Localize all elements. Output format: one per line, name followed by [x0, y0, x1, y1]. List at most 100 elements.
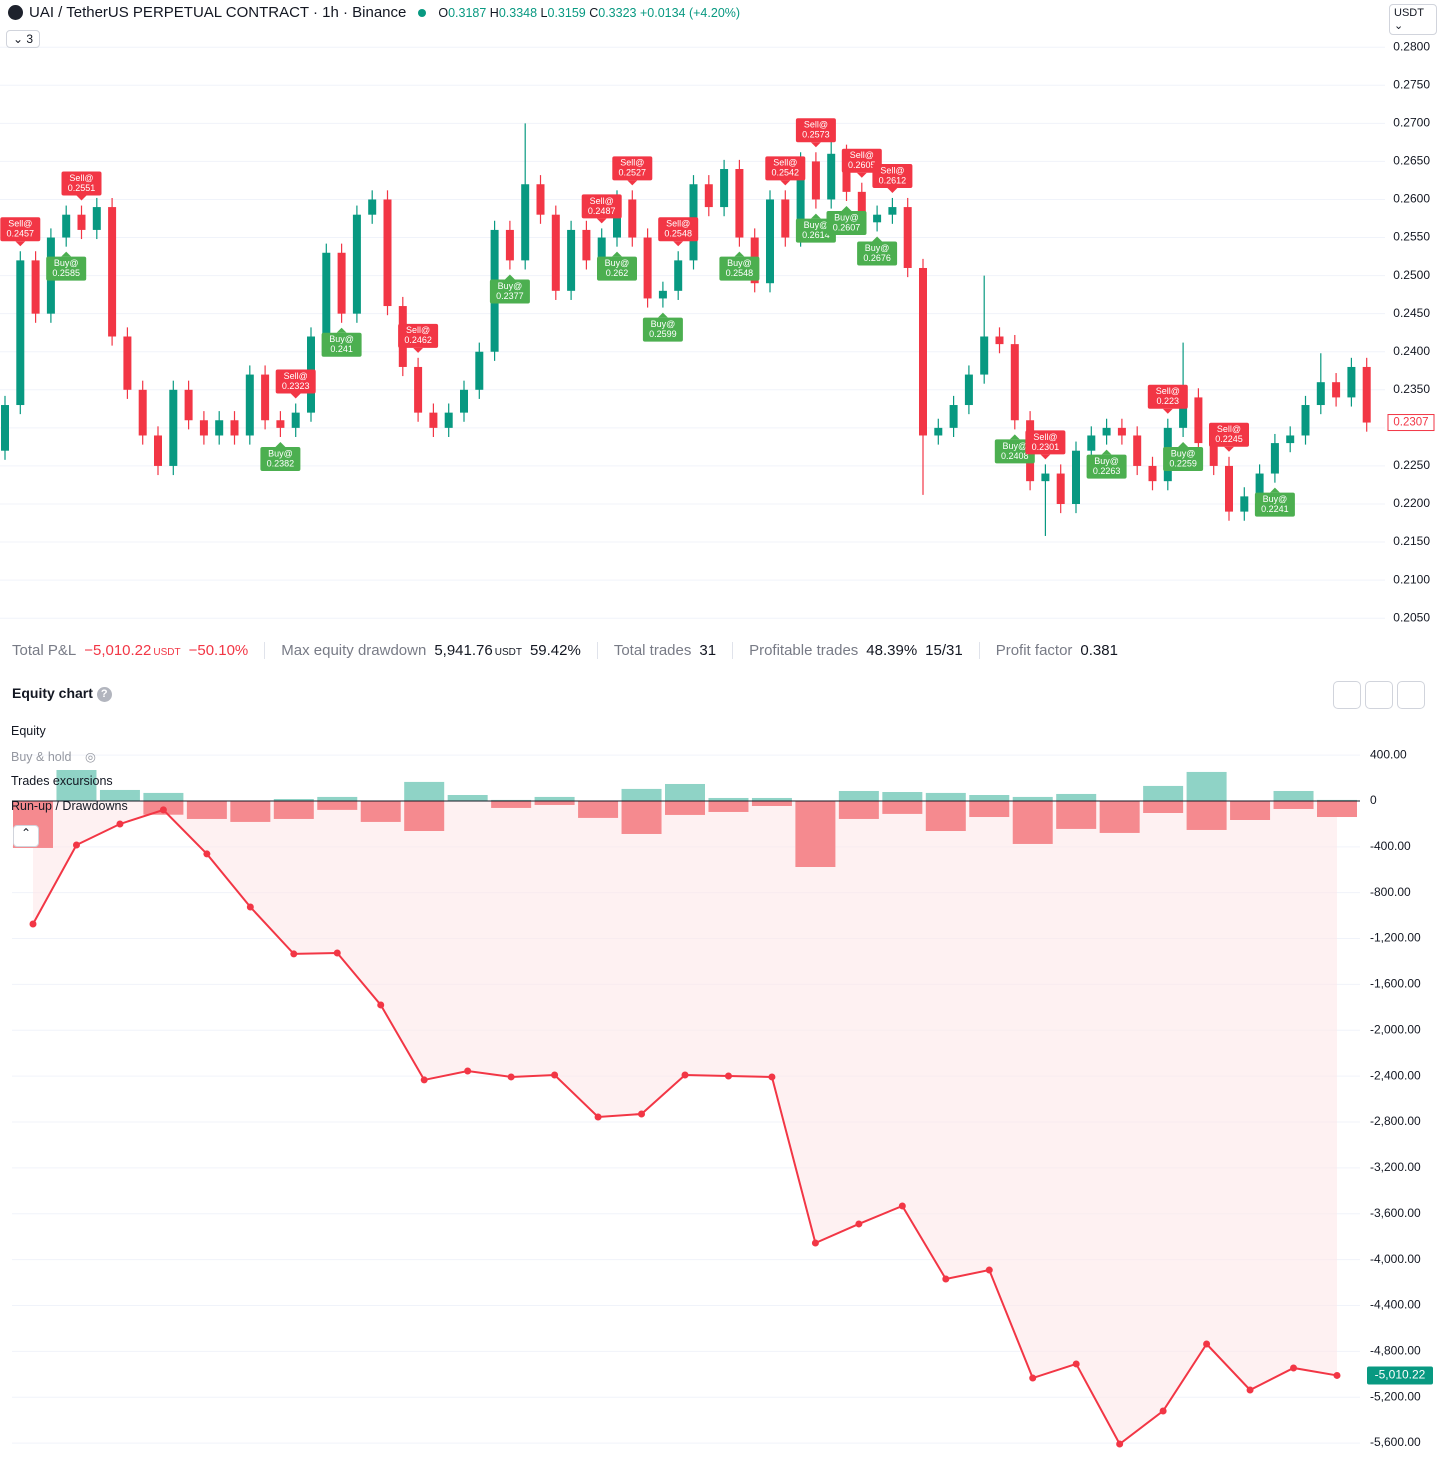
stat-label: Profitable trades — [749, 642, 859, 659]
excursion-bar — [491, 799, 532, 801]
signal-price: 0.2301 — [1032, 442, 1060, 452]
stat-value: 15/31 — [925, 642, 963, 659]
signal-pointer — [1009, 434, 1020, 440]
candle-body — [995, 336, 1004, 345]
excursion-bar — [404, 781, 445, 801]
candle-body — [873, 214, 882, 223]
signal-price: 0.2548 — [726, 268, 754, 278]
trade-signal: Buy@0.262 — [597, 251, 637, 281]
candle-body — [1301, 405, 1310, 436]
excursion-bar — [1186, 771, 1227, 801]
excursion-bar — [621, 800, 662, 834]
equity-point — [203, 850, 211, 858]
signal-label: Sell@ — [8, 219, 32, 229]
snapshot-button[interactable] — [1365, 681, 1393, 709]
signal-label: Sell@ — [1156, 386, 1180, 396]
candle-body — [658, 290, 667, 299]
y-tick-label: 0.2500 — [1393, 268, 1430, 282]
trade-signal: Sell@0.2323 — [275, 369, 316, 399]
signal-label: Sell@ — [804, 120, 828, 130]
candle-body — [597, 237, 606, 261]
signal-label: Sell@ — [620, 158, 644, 168]
excursion-bar — [882, 792, 923, 801]
signal-price: 0.262 — [606, 268, 629, 278]
currency-select[interactable]: USDT ⌄ — [1389, 4, 1437, 35]
equity-point — [72, 841, 80, 849]
y-tick-label: -1,600.00 — [1370, 977, 1421, 991]
quote: O0.3187 H0.3348 L0.3159 C0.3323 +0.0134 … — [438, 6, 740, 20]
signal-label: Buy@ — [1002, 441, 1027, 451]
y-tick-label: -3,200.00 — [1370, 1160, 1421, 1174]
settings-button[interactable] — [1333, 681, 1361, 709]
equity-point — [1159, 1407, 1167, 1415]
candle-body — [1041, 473, 1050, 482]
candle-body — [1209, 443, 1218, 466]
y-tick-label: 0.2050 — [1393, 610, 1430, 624]
signal-box — [1086, 454, 1127, 479]
candle-body — [980, 336, 989, 375]
y-tick-label: -3,600.00 — [1370, 1206, 1421, 1220]
indicator-toggle[interactable]: ⌄ 3 — [6, 30, 41, 48]
y-tick-label: 0.2700 — [1393, 116, 1430, 130]
signal-label: Sell@ — [666, 219, 690, 229]
y-tick-label: -2,800.00 — [1370, 1114, 1421, 1128]
equity-point — [1333, 1371, 1341, 1379]
candle-body — [827, 153, 836, 200]
currency: USDT — [1394, 7, 1424, 19]
excursion-bar — [360, 800, 401, 822]
equity-point — [507, 1073, 515, 1081]
legend-buy-hold[interactable]: Buy & hold ◎ — [11, 749, 96, 764]
candle-body — [77, 214, 86, 230]
equity-title: Equity chart ? — [12, 685, 112, 702]
candle-body — [1056, 473, 1065, 504]
legend-collapse[interactable]: ⌃ — [13, 825, 39, 847]
candle-body — [154, 435, 162, 466]
candle-body — [551, 214, 560, 291]
help-icon[interactable]: ? — [96, 686, 112, 702]
candle-body — [964, 374, 973, 406]
y-tick-label: 0.2150 — [1393, 534, 1430, 548]
signal-pointer — [612, 251, 622, 257]
trade-signal: Sell@0.2301 — [1025, 430, 1066, 460]
trade-signal: Buy@0.2241 — [1254, 487, 1295, 517]
signal-pointer — [627, 180, 638, 186]
excursion-bar — [273, 799, 314, 801]
excursion-bar — [56, 769, 97, 801]
equity-area — [33, 800, 1337, 1444]
signal-box — [795, 218, 836, 243]
candle-body — [199, 420, 208, 436]
signal-pointer — [504, 274, 515, 280]
collapse-button[interactable] — [1397, 681, 1425, 709]
candle-body — [276, 420, 285, 428]
equity-point — [290, 950, 298, 958]
signal-pointer — [15, 241, 26, 247]
excursion-bar — [1012, 800, 1053, 844]
legend-excursions[interactable]: Trades excursions — [11, 774, 113, 788]
equity-point — [246, 903, 254, 911]
candle-body — [383, 199, 392, 307]
signal-label: Buy@ — [727, 258, 752, 268]
stat-unit: USDT — [494, 647, 522, 658]
legend-runup[interactable]: Run-up / Drawdowns — [11, 799, 128, 813]
equity-point — [855, 1220, 863, 1228]
excursion-bar — [273, 800, 314, 819]
equity-point — [420, 1076, 428, 1084]
trade-signal: Sell@0.2462 — [398, 323, 439, 353]
excursion-bar — [838, 790, 879, 801]
excursion-bar — [447, 794, 488, 801]
legend-equity[interactable]: Equity — [11, 724, 46, 738]
signal-price: 0.2377 — [496, 291, 524, 301]
signal-price: 0.2573 — [802, 130, 830, 140]
equity-point — [1029, 1374, 1037, 1382]
equity-point — [594, 1113, 602, 1121]
signal-pointer — [76, 195, 87, 201]
signal-box — [857, 241, 898, 266]
equity-point — [898, 1202, 906, 1210]
signal-price: 0.2599 — [649, 329, 677, 339]
candle-body — [1010, 344, 1019, 421]
symbol[interactable]: UAI / TetherUS PERPETUAL CONTRACT · 1h ·… — [29, 4, 407, 21]
y-tick-label: -4,400.00 — [1370, 1298, 1421, 1312]
signal-price: 0.2245 — [1215, 434, 1243, 444]
signal-pointer — [1269, 487, 1280, 493]
